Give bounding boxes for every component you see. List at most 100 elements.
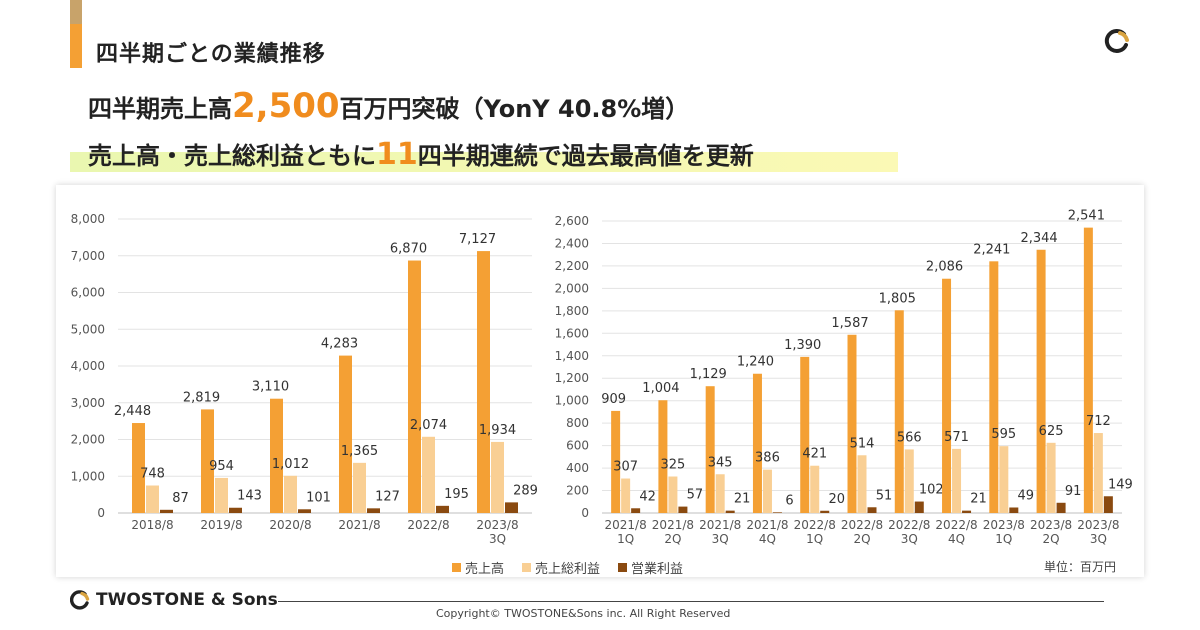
brand-mark-icon — [1104, 28, 1129, 53]
data-label-sales: 1,240 — [737, 355, 774, 370]
bar-gross-profit — [904, 449, 914, 513]
data-label-sales: 1,587 — [831, 316, 868, 331]
bar-sales — [339, 355, 352, 513]
x-tick-label: 2Q — [853, 532, 870, 546]
bar-operating-profit — [867, 507, 877, 513]
legend-item-gross-profit: 売上総利益 — [522, 558, 600, 577]
data-label-sales: 2,448 — [114, 404, 151, 419]
bar-gross-profit — [422, 436, 435, 513]
data-label-operating-profit: 91 — [1065, 484, 1082, 499]
x-tick-label: 2021/8 — [652, 518, 694, 532]
y-tick-label: 7,000 — [71, 249, 105, 263]
data-label-sales: 2,819 — [183, 390, 220, 405]
y-tick-label: 600 — [566, 439, 589, 453]
y-tick-label: 2,000 — [555, 281, 589, 295]
x-tick-label: 2022/8 — [794, 518, 836, 532]
bar-sales — [477, 251, 490, 513]
x-tick-label: 1Q — [995, 532, 1012, 546]
title-accent-bar-top — [70, 0, 82, 24]
data-label-operating-profit: 127 — [375, 489, 400, 504]
data-label-sales: 2,241 — [973, 242, 1010, 257]
x-tick-label: 2023/8 — [983, 518, 1025, 532]
data-label-gross-profit: 1,934 — [479, 423, 516, 438]
data-label-sales: 3,110 — [252, 380, 289, 395]
footer-brand-name: TWOSTONE & Sons — [96, 590, 278, 610]
footer-logo: TWOSTONE & Sons — [70, 590, 278, 610]
bar-sales — [1083, 227, 1093, 513]
x-tick-label: 2023/8 — [1030, 518, 1072, 532]
headline-2-big: 11 — [376, 137, 418, 172]
bar-gross-profit — [621, 478, 631, 513]
data-label-sales: 2,541 — [1068, 209, 1105, 224]
bar-gross-profit — [1093, 433, 1103, 513]
data-label-sales: 1,004 — [642, 381, 679, 396]
bar-gross-profit — [999, 446, 1009, 513]
x-tick-label: 2021/8 — [699, 518, 741, 532]
headline-1-post: 百万円突破（YonY 40.8%増） — [339, 95, 690, 123]
y-tick-label: 1,000 — [71, 469, 105, 483]
data-label-sales: 7,127 — [459, 232, 496, 247]
data-label-operating-profit: 57 — [687, 488, 704, 503]
bar-gross-profit — [353, 462, 366, 513]
x-tick-label: 3Q — [489, 532, 506, 546]
data-label-operating-profit: 49 — [1018, 488, 1035, 503]
copyright: Copyright© TWOSTONE&Sons inc. All Right … — [436, 607, 731, 620]
bar-operating-profit — [962, 510, 972, 513]
y-tick-label: 2,600 — [555, 214, 589, 228]
y-tick-label: 2,200 — [555, 259, 589, 273]
x-tick-label: 4Q — [759, 532, 776, 546]
data-label-sales: 4,283 — [321, 337, 358, 352]
bar-operating-profit — [160, 509, 173, 513]
data-label-sales: 2,086 — [926, 260, 963, 275]
data-label-sales: 1,129 — [690, 367, 727, 382]
y-tick-label: 3,000 — [71, 396, 105, 410]
data-label-gross-profit: 421 — [802, 447, 827, 462]
data-label-gross-profit: 345 — [708, 455, 733, 470]
bar-operating-profit — [505, 502, 518, 513]
bar-sales — [270, 398, 283, 513]
data-label-gross-profit: 571 — [944, 430, 969, 445]
x-tick-label: 3Q — [901, 532, 918, 546]
bar-operating-profit — [436, 505, 449, 513]
y-tick-label: 200 — [566, 484, 589, 498]
data-label-sales: 2,344 — [1020, 231, 1057, 246]
x-tick-label: 2020/8 — [269, 518, 311, 532]
data-label-operating-profit: 21 — [970, 492, 987, 507]
bar-gross-profit — [715, 474, 725, 513]
footer-divider — [278, 601, 1104, 602]
x-tick-label: 2021/8 — [605, 518, 647, 532]
data-label-gross-profit: 325 — [660, 458, 685, 473]
y-tick-label: 1,200 — [555, 371, 589, 385]
bar-sales — [658, 400, 668, 513]
data-label-operating-profit: 21 — [734, 492, 751, 507]
y-tick-label: 2,000 — [71, 433, 105, 447]
bar-operating-profit — [1056, 502, 1066, 513]
bar-gross-profit — [284, 475, 297, 513]
bar-sales — [201, 409, 214, 513]
x-tick-label: 1Q — [806, 532, 823, 546]
data-label-sales: 909 — [601, 392, 626, 407]
bar-sales — [989, 261, 999, 513]
y-tick-label: 1,800 — [555, 304, 589, 318]
bar-operating-profit — [367, 508, 380, 513]
bar-gross-profit — [952, 448, 962, 513]
bar-operating-profit — [1009, 507, 1019, 513]
unit-label: 単位：百万円 — [1043, 560, 1116, 574]
bar-operating-profit — [298, 509, 311, 513]
y-tick-label: 0 — [97, 506, 105, 520]
headline-highlight — [70, 152, 898, 172]
bar-operating-profit — [820, 510, 830, 513]
x-tick-label: 2019/8 — [200, 518, 242, 532]
bar-sales — [942, 278, 952, 513]
bar-sales — [894, 310, 904, 513]
bar-gross-profit — [215, 477, 228, 513]
headline-2-pre: 売上高・売上総利益ともに — [88, 142, 376, 170]
bar-gross-profit — [1046, 442, 1056, 513]
data-label-operating-profit: 87 — [172, 491, 189, 506]
data-label-gross-profit: 748 — [140, 467, 165, 482]
data-label-operating-profit: 101 — [306, 490, 331, 505]
bar-operating-profit — [914, 501, 924, 513]
legend-swatch-gross-profit — [522, 563, 532, 572]
bar-sales — [611, 410, 621, 513]
x-tick-label: 4Q — [948, 532, 965, 546]
